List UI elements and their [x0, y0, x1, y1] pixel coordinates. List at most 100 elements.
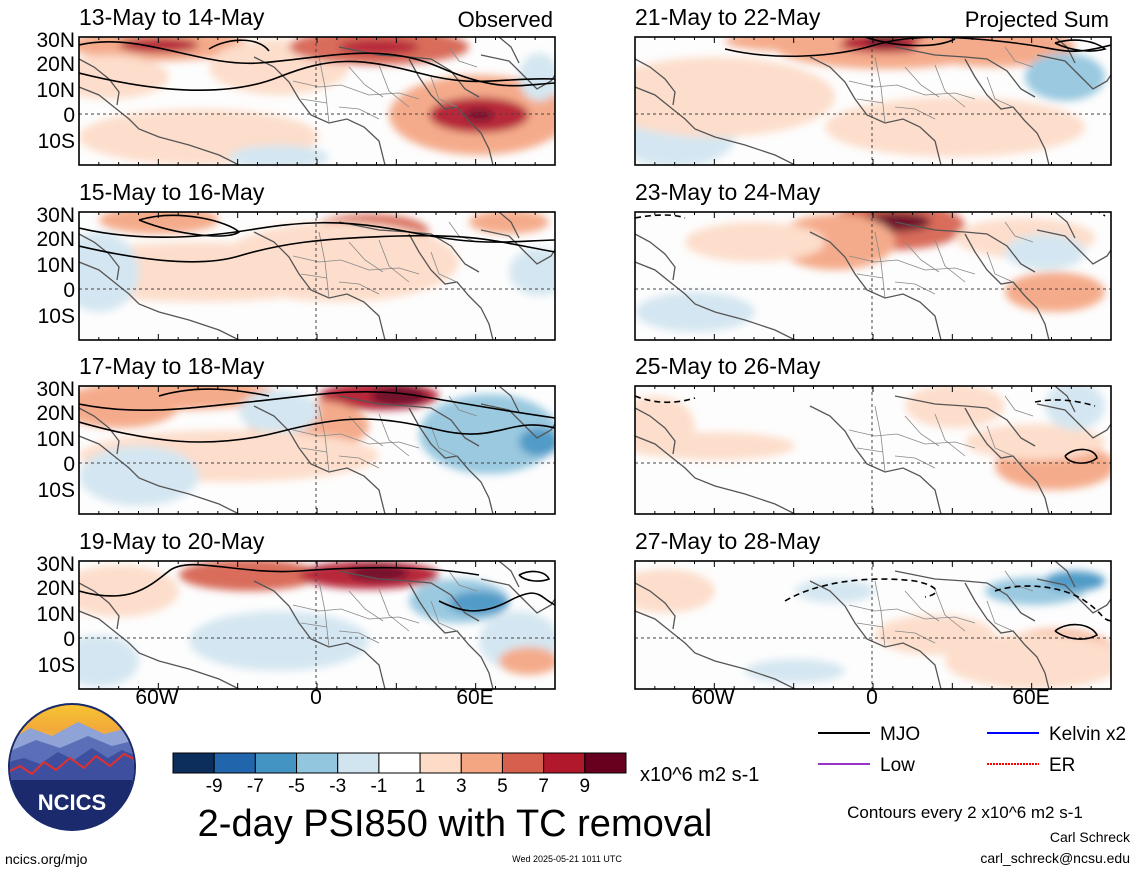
coastline	[79, 582, 120, 630]
country-border	[856, 273, 884, 279]
colorbar-swatch	[378, 752, 421, 774]
country-border	[856, 447, 884, 453]
panel-date-label: 21-May to 22-May	[635, 4, 821, 30]
coastline	[1054, 386, 1076, 413]
anomaly-blob	[635, 292, 755, 332]
latitude-label: 20N	[36, 53, 75, 76]
timestamp: Wed 2025-05-21 1011 UTC	[512, 854, 622, 864]
panel-date-label: 15-May to 16-May	[79, 179, 265, 205]
author-name: Carl Schreck	[1050, 829, 1131, 845]
anomaly-blob	[1005, 272, 1105, 312]
website-link[interactable]: ncics.org/mjo	[5, 851, 88, 867]
country-border	[848, 604, 976, 624]
mjo-contour	[994, 585, 1111, 622]
country-border	[848, 80, 976, 100]
anomaly-blob	[795, 579, 875, 603]
country-border	[318, 580, 330, 648]
anomaly-blob	[745, 659, 845, 683]
coastline	[809, 56, 942, 165]
coastline	[1054, 212, 1076, 239]
coastline	[635, 582, 676, 630]
author-email[interactable]: carl_schreck@ncsu.edu	[980, 850, 1130, 866]
anomaly-blob	[179, 561, 319, 591]
colorbar-tick-label: -7	[247, 776, 264, 797]
mjo-contour	[79, 221, 555, 243]
coastline	[1036, 229, 1111, 265]
anomaly-blob	[825, 97, 1085, 157]
coastline	[480, 54, 555, 90]
country-border	[292, 604, 420, 624]
country-border	[856, 622, 884, 628]
coastline	[498, 561, 520, 588]
colorbar-tick-label: -3	[329, 776, 346, 797]
country-border	[430, 76, 458, 108]
contours-note: Contours every 2 x10^6 m2 s-1	[847, 803, 1083, 822]
coastline	[635, 435, 796, 514]
anomaly-blob	[635, 396, 695, 456]
latitude-label: 0	[63, 279, 75, 302]
mjo-contour	[1054, 623, 1099, 640]
legend-label: Kelvin x2	[1049, 724, 1126, 745]
anomaly-blob	[79, 55, 169, 99]
coastline	[253, 231, 386, 340]
colorbar-tick-label: 3	[456, 776, 467, 797]
anomaly-blob	[965, 424, 1105, 460]
latitude-label: 30N	[36, 204, 75, 227]
country-border	[874, 580, 886, 648]
latitude-label: 30N	[36, 553, 75, 576]
anomaly-blob	[1005, 234, 1085, 270]
coastline	[1054, 561, 1076, 588]
country-border	[300, 622, 328, 628]
map-panels: 13-May to 14-May Observed30N20N10N010S15-…	[36, 4, 1112, 709]
legend-label: ER	[1049, 755, 1075, 776]
coastline	[498, 37, 520, 64]
legend-label: MJO	[880, 724, 920, 745]
country-border	[448, 570, 478, 592]
colorbar-tick-label: 5	[497, 776, 508, 797]
latitude-label: 0	[63, 453, 75, 476]
country-border	[904, 241, 940, 273]
anomaly-shading	[635, 569, 1111, 689]
colorbar-tick-label: -9	[206, 776, 223, 797]
country-border	[1004, 395, 1034, 417]
anomaly-blob	[79, 386, 179, 428]
coastline	[809, 405, 942, 514]
panel-tag-label: Projected Sum	[965, 7, 1109, 32]
coastline	[480, 403, 555, 439]
longitude-label: 60W	[691, 686, 734, 709]
country-border	[300, 447, 328, 453]
country-border	[986, 251, 1014, 283]
country-border	[1004, 570, 1034, 592]
mjo-contour	[784, 578, 937, 602]
country-border	[338, 455, 380, 469]
legend-label: Low	[880, 755, 915, 776]
coastline	[498, 386, 520, 413]
mjo-contour	[635, 214, 686, 219]
anomaly-blob	[449, 591, 509, 615]
anomaly-blob	[635, 57, 835, 137]
anomaly-blob	[1025, 53, 1105, 101]
coastline	[635, 407, 676, 455]
coastline	[79, 261, 240, 340]
mjo-contour	[79, 60, 555, 91]
country-border	[904, 590, 940, 622]
anomaly-blob	[469, 212, 549, 234]
country-border	[348, 590, 384, 622]
mjo-contour	[79, 390, 555, 419]
country-border	[856, 98, 884, 104]
country-border	[348, 415, 384, 447]
country-border	[986, 76, 1014, 108]
country-border	[934, 588, 966, 632]
latitude-label: 0	[63, 104, 75, 127]
country-border	[292, 80, 420, 100]
country-border	[894, 455, 936, 469]
logo-text: NCICS	[38, 790, 106, 815]
coastline	[635, 58, 676, 106]
country-border	[378, 64, 410, 108]
colorbar-swatch	[337, 752, 380, 774]
panel-date-label: 25-May to 26-May	[635, 353, 821, 379]
country-border	[378, 413, 410, 457]
colorbar-tick-label: 9	[580, 776, 591, 797]
